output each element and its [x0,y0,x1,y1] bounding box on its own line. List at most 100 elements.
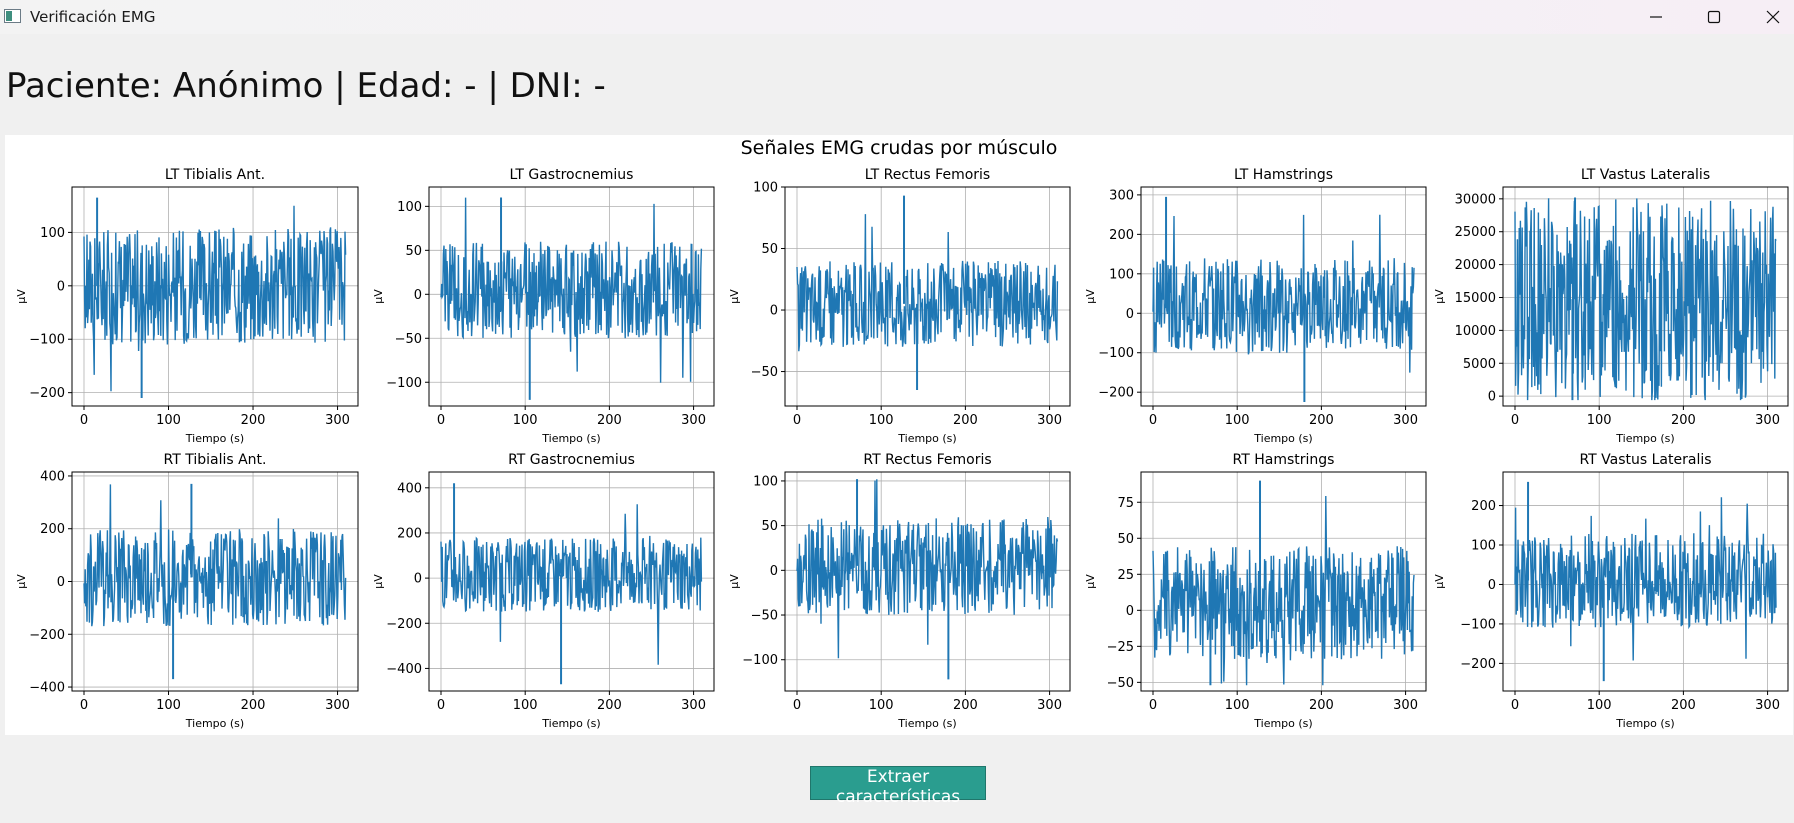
y-axis-label: µV [728,574,741,589]
y-tick-label: 100 [1109,267,1134,282]
maximize-icon [1707,10,1721,24]
emg-signal-line [83,205,347,392]
y-tick-label: −200 [1460,657,1496,672]
y-tick-label: 200 [1471,499,1496,514]
y-tick-label: 0 [414,288,422,303]
x-tick-label: 0 [437,698,445,713]
axes-frame [784,186,1071,407]
x-tick-label: 100 [1225,698,1250,713]
panel-lt-gastrocnemius [425,186,715,410]
panel-rt-tibialis-ant [68,471,359,695]
emg-signal-line [440,504,703,665]
x-tick-label: 0 [80,698,88,713]
x-axis-label: Tiempo (s) [1253,717,1312,730]
y-axis-label: µV [15,574,28,589]
y-axis-label: µV [1433,289,1446,304]
y-tick-label: −50 [751,609,778,624]
y-tick-label: 300 [1109,188,1134,203]
y-tick-label: 30000 [1455,192,1496,207]
y-tick-label: −25 [1107,640,1134,655]
y-axis-label: µV [15,289,28,304]
panel-title: LT Rectus Femoris [865,167,990,183]
maximize-button[interactable] [1685,0,1743,34]
y-tick-label: −400 [29,681,65,696]
axes-frame [1140,186,1427,407]
x-axis-label: Tiempo (s) [185,717,244,730]
x-tick-label: 0 [1511,413,1519,428]
extract-features-button[interactable]: Extraer características [810,766,986,807]
figure-title: Señales EMG crudas por músculo [741,137,1058,159]
panel-title: LT Vastus Lateralis [1581,167,1710,183]
x-tick-label: 200 [1671,698,1696,713]
panel-title: RT Rectus Femoris [863,452,991,468]
y-tick-label: 200 [397,526,422,541]
x-axis-label: Tiempo (s) [185,432,244,445]
panel-lt-rectus-femoris [781,186,1071,410]
x-tick-label: 100 [869,413,894,428]
y-tick-label: 0 [1488,578,1496,593]
y-tick-label: 400 [40,469,65,484]
panel-lt-vastus-lateralis [1499,186,1789,410]
y-tick-label: −400 [386,662,422,677]
x-tick-label: 200 [597,413,622,428]
y-tick-label: −100 [386,376,422,391]
y-tick-label: 0 [57,575,65,590]
x-tick-label: 100 [513,698,538,713]
y-tick-label: −100 [29,333,65,348]
x-tick-label: 200 [953,698,978,713]
x-axis-label: Tiempo (s) [1253,432,1312,445]
y-axis-label: µV [728,289,741,304]
panel-title: RT Tibialis Ant. [164,452,267,468]
panel-rt-rectus-femoris [781,471,1071,695]
y-tick-label: 0 [414,572,422,587]
y-tick-label: 100 [753,474,778,489]
minimize-button[interactable] [1627,0,1685,34]
x-tick-label: 200 [241,413,266,428]
y-tick-label: −100 [1460,617,1496,632]
axes-frame [428,471,715,692]
x-tick-label: 300 [1037,413,1062,428]
x-axis-label: Tiempo (s) [541,432,600,445]
x-tick-label: 0 [1149,698,1157,713]
x-tick-label: 300 [1393,413,1418,428]
x-tick-label: 100 [1225,413,1250,428]
y-tick-label: 50 [761,242,778,257]
y-tick-label: −200 [386,617,422,632]
emg-signal-line [83,484,347,627]
x-tick-label: 300 [325,413,350,428]
x-tick-label: 100 [156,413,181,428]
x-tick-label: 300 [325,698,350,713]
axes-frame [784,471,1071,692]
x-tick-label: 100 [156,698,181,713]
y-axis-label: µV [372,574,385,589]
panel-title: RT Hamstrings [1233,452,1335,468]
x-tick-label: 300 [1755,413,1780,428]
y-tick-label: 100 [753,181,778,196]
x-axis-label: Tiempo (s) [897,717,956,730]
y-tick-label: −200 [29,628,65,643]
y-tick-label: 25 [1117,568,1134,583]
y-axis-label: µV [372,289,385,304]
x-tick-label: 200 [597,698,622,713]
x-tick-label: 0 [437,413,445,428]
x-tick-label: 300 [1037,698,1062,713]
x-tick-label: 200 [1309,698,1334,713]
x-tick-label: 300 [681,413,706,428]
y-tick-label: 25000 [1455,225,1496,240]
y-tick-label: 0 [770,304,778,319]
x-tick-label: 0 [80,413,88,428]
y-tick-label: −100 [1098,346,1134,361]
x-tick-label: 0 [1149,413,1157,428]
panel-lt-hamstrings [1137,186,1427,410]
y-tick-label: 200 [40,522,65,537]
y-tick-label: 50 [761,519,778,534]
axes-frame [1502,471,1789,692]
close-button[interactable] [1744,0,1794,34]
panel-title: RT Gastrocnemius [508,452,635,468]
emg-signal-line [1514,198,1777,401]
y-tick-label: −200 [29,386,65,401]
panel-rt-hamstrings [1137,471,1427,695]
patient-header: Paciente: Anónimo | Edad: - | DNI: - [6,66,606,106]
x-tick-label: 300 [681,698,706,713]
y-tick-label: 50 [1117,532,1134,547]
